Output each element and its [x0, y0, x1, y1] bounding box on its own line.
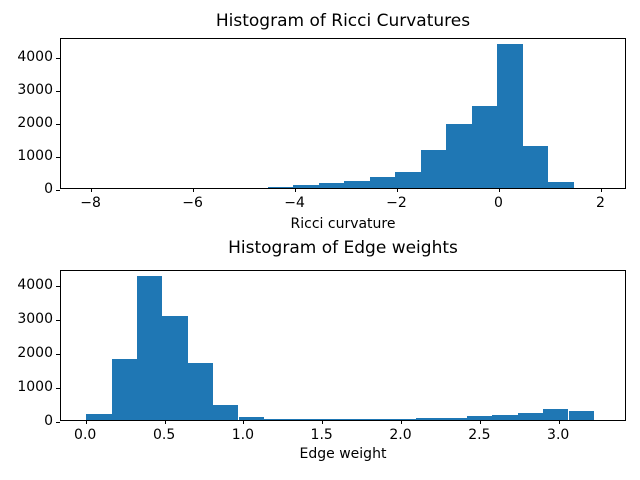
y-tick-mark [56, 156, 60, 158]
y-tick-label: 2000 [17, 344, 53, 361]
histogram-bar [314, 419, 341, 420]
histogram-bar [267, 186, 293, 188]
histogram-bar [213, 404, 239, 420]
histogram-bar [395, 171, 421, 188]
histogram-bar [467, 416, 493, 420]
histogram-bar [365, 419, 391, 420]
y-tick-mark [56, 421, 60, 423]
x-tick-mark [499, 188, 500, 192]
y-tick-label: 0 [44, 412, 53, 429]
chart-title-edge-weights: Histogram of Edge weights [228, 238, 458, 258]
x-axis-label-ricci: Ricci curvature [290, 216, 396, 232]
y-tick-mark [56, 91, 60, 92]
y-tick-label: 4000 [17, 49, 53, 66]
histogram-bar [420, 150, 446, 188]
x-tick-label: 0.0 [74, 427, 97, 443]
y-tick-mark [56, 319, 60, 321]
chart-title-ricci: Histogram of Ricci Curvatures [215, 11, 471, 31]
histogram-bar [318, 183, 344, 188]
x-tick-mark [322, 420, 324, 424]
histogram-bar [543, 409, 569, 420]
x-tick-label: 2 [596, 195, 605, 211]
histogram-bar [568, 411, 594, 420]
x-tick-label: 0.5 [152, 427, 176, 443]
y-tick-mark [56, 353, 60, 355]
x-tick-label: 3.0 [547, 427, 570, 443]
histogram-bar [522, 146, 548, 188]
x-tick-mark [601, 188, 602, 192]
histogram-bar [238, 416, 264, 420]
histogram-bar [441, 417, 467, 420]
x-tick-mark [479, 420, 481, 424]
histogram-bar [137, 275, 163, 420]
histogram-bar [492, 414, 518, 420]
y-tick-label: 3000 [17, 310, 53, 327]
x-tick-mark [558, 420, 560, 424]
y-tick-mark [56, 123, 60, 125]
x-tick-mark [397, 188, 398, 192]
histogram-bar [187, 363, 214, 420]
y-tick-mark [56, 189, 60, 191]
x-tick-label: 1.0 [231, 427, 255, 443]
y-tick-label: 2000 [17, 114, 53, 131]
x-tick-label: −4 [284, 195, 305, 211]
histogram-bar [289, 419, 315, 420]
x-tick-mark [193, 188, 195, 192]
y-tick-label: 4000 [17, 276, 53, 293]
x-tick-mark [164, 420, 166, 424]
y-tick-mark [56, 285, 60, 287]
histogram-bar [369, 176, 395, 188]
y-tick-label: 3000 [17, 82, 53, 98]
y-tick-mark [56, 58, 60, 60]
x-tick-mark [85, 420, 87, 424]
y-tick-label: 0 [44, 180, 53, 197]
y-tick-mark [56, 387, 60, 389]
histogram-bar [548, 182, 574, 188]
histogram-bar [340, 419, 366, 420]
x-tick-mark [91, 188, 93, 192]
x-tick-label: −8 [80, 195, 101, 211]
histogram-bar [111, 358, 137, 420]
x-tick-label: 2.0 [389, 427, 412, 443]
histogram-bar [517, 413, 544, 420]
histogram-bar [416, 417, 442, 420]
histogram-bar [471, 105, 497, 188]
histogram-bar [293, 185, 319, 188]
x-tick-label: −6 [182, 195, 203, 211]
x-tick-mark [243, 420, 245, 424]
y-tick-label: 1000 [17, 147, 53, 164]
x-tick-label: 1.5 [310, 427, 333, 443]
histogram-bar [86, 413, 112, 420]
plot-area-ricci [56, 38, 626, 192]
x-tick-mark [401, 420, 402, 424]
x-tick-label: −2 [386, 195, 407, 211]
x-tick-label: 0 [494, 195, 503, 211]
histogram-bar [162, 315, 188, 420]
histogram-bar [497, 43, 523, 188]
plot-area-edge-weights [56, 270, 626, 424]
histogram-bar [263, 419, 290, 420]
histogram-bar [446, 124, 472, 188]
histogram-bar [390, 419, 417, 420]
histogram-bar [344, 180, 370, 188]
x-tick-label: 2.5 [468, 427, 491, 443]
x-axis-label-edge-weights: Edge weight [299, 446, 387, 462]
x-tick-mark [295, 188, 297, 192]
y-tick-label: 1000 [17, 378, 53, 395]
